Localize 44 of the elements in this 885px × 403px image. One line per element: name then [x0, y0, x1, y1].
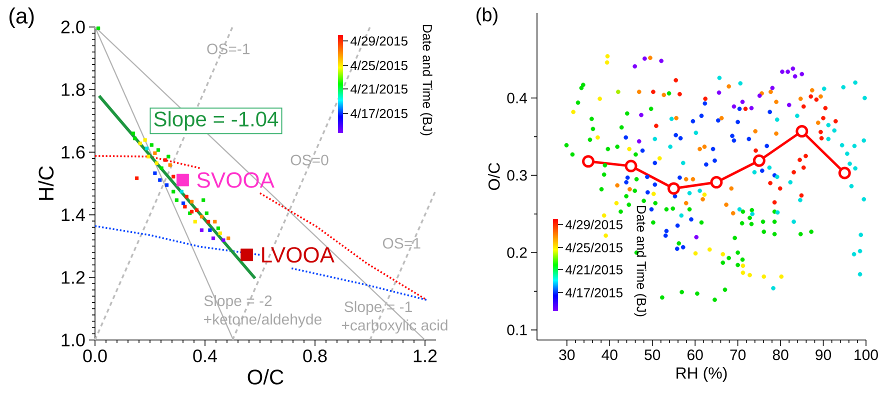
- series-label: LVOOA: [262, 247, 334, 263]
- x-tick-label: 0.0: [83, 350, 107, 362]
- x-tick-label: 90: [816, 350, 832, 360]
- y-tick-label: 0.2: [507, 247, 527, 258]
- annotation: 4/29/2015: [566, 220, 622, 230]
- y-tick-label: 0.3: [507, 170, 527, 181]
- series-label: SVOOA: [197, 172, 274, 188]
- x-tick-label: 50: [644, 350, 660, 360]
- x-axis-title: O/C: [248, 369, 284, 385]
- annotation: OS=1: [382, 238, 420, 249]
- y-tick-label: 2.0: [61, 20, 85, 34]
- x-axis-title: RH (%): [676, 366, 727, 382]
- x-tick-label: 60: [688, 350, 703, 360]
- x-tick-label: 100: [854, 350, 878, 360]
- annotation: 4/25/2015: [350, 60, 408, 70]
- annotation: Slope = -1.04: [154, 111, 278, 131]
- y-tick-label: 1.2: [62, 271, 85, 284]
- y-tick-label: 1.8: [62, 83, 85, 96]
- y-tick-label: 1.6: [62, 146, 85, 159]
- annotation: OS=-1: [207, 44, 250, 54]
- annotation: 4/21/2015: [350, 84, 408, 94]
- y-axis-title: H/C: [38, 166, 54, 200]
- y-tick-label: 0.4: [507, 92, 528, 104]
- y-tick-label: 1.0: [62, 334, 85, 346]
- annotation: 4/29/2015: [350, 36, 408, 46]
- x-tick-label: 1.2: [414, 350, 437, 362]
- annotation: 4/21/2015: [566, 264, 622, 274]
- y-tick-label: 1.4: [62, 208, 85, 221]
- annotation: OS=0: [290, 154, 328, 166]
- chart-title: (b): [476, 8, 498, 26]
- x-tick-label: 80: [772, 350, 788, 360]
- annotation: 4/17/2015: [566, 288, 622, 298]
- x-tick-label: 0.8: [303, 350, 327, 362]
- color-bar-title: Date and Time (BJ): [420, 24, 432, 136]
- annotation: 4/25/2015: [566, 242, 622, 252]
- y-tick-label: 0.1: [507, 324, 527, 336]
- annotation: 4/17/2015: [350, 108, 408, 118]
- x-tick-label: 30: [559, 350, 575, 360]
- chart-title: (a): [10, 8, 34, 28]
- y-axis-title: O/C: [488, 162, 500, 190]
- color-bar-title: Date and Time (BJ): [634, 206, 646, 316]
- x-tick-label: 0.4: [193, 350, 217, 362]
- x-tick-label: 40: [602, 350, 618, 360]
- x-tick-label: 70: [730, 350, 746, 360]
